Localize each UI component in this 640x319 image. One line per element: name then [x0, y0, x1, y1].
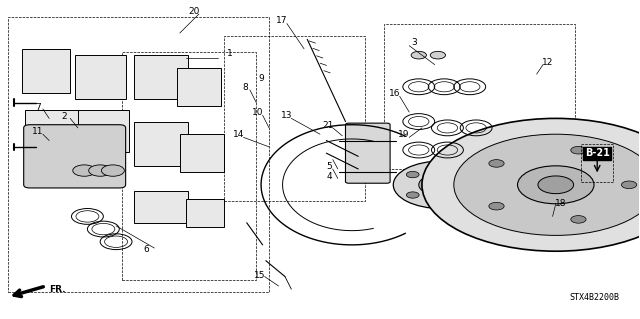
Text: B-21: B-21 — [585, 148, 610, 158]
Text: 5: 5 — [326, 162, 332, 171]
Circle shape — [489, 202, 504, 210]
Text: 15: 15 — [253, 271, 265, 280]
Bar — [384, 24, 575, 169]
Text: STX4B2200B: STX4B2200B — [570, 293, 620, 302]
Circle shape — [411, 51, 426, 59]
Text: 19: 19 — [398, 130, 410, 139]
Text: 4: 4 — [327, 172, 332, 181]
Text: 8: 8 — [243, 83, 248, 92]
Circle shape — [422, 118, 640, 251]
Circle shape — [538, 176, 573, 194]
Circle shape — [571, 146, 586, 154]
Circle shape — [419, 174, 463, 196]
Polygon shape — [180, 134, 225, 172]
Circle shape — [489, 160, 504, 167]
Text: 9: 9 — [259, 74, 264, 83]
Text: 20: 20 — [188, 7, 200, 16]
Text: 11: 11 — [32, 127, 44, 136]
FancyBboxPatch shape — [24, 125, 125, 188]
Polygon shape — [26, 110, 79, 152]
Circle shape — [89, 165, 111, 176]
Polygon shape — [134, 191, 188, 223]
Polygon shape — [134, 55, 188, 100]
Text: 18: 18 — [555, 199, 566, 208]
Text: 10: 10 — [252, 108, 264, 117]
Circle shape — [73, 165, 96, 176]
Text: 1: 1 — [227, 49, 232, 58]
Text: B-21: B-21 — [585, 148, 610, 158]
Text: 16: 16 — [389, 89, 400, 98]
Text: 3: 3 — [412, 38, 417, 47]
Text: FR.: FR. — [49, 285, 66, 294]
Circle shape — [445, 165, 458, 171]
Circle shape — [470, 182, 483, 188]
Bar — [225, 36, 365, 201]
Circle shape — [430, 51, 445, 59]
Polygon shape — [78, 110, 129, 152]
Circle shape — [394, 161, 489, 209]
Text: 6: 6 — [144, 245, 150, 254]
Text: 21: 21 — [322, 121, 333, 130]
Circle shape — [101, 165, 124, 176]
Text: 12: 12 — [543, 58, 554, 67]
Polygon shape — [186, 199, 225, 227]
Circle shape — [445, 198, 458, 204]
Circle shape — [454, 134, 640, 235]
Text: 2: 2 — [61, 112, 67, 121]
Text: 14: 14 — [233, 130, 244, 139]
Text: 13: 13 — [280, 111, 292, 120]
Text: 7: 7 — [35, 103, 40, 112]
Circle shape — [571, 216, 586, 223]
FancyBboxPatch shape — [346, 123, 390, 183]
Circle shape — [518, 166, 594, 204]
Polygon shape — [177, 68, 221, 106]
Circle shape — [621, 181, 637, 189]
Bar — [581, 144, 613, 182]
Bar — [122, 52, 256, 280]
Polygon shape — [22, 49, 70, 93]
Circle shape — [406, 192, 419, 198]
Circle shape — [406, 171, 419, 178]
Polygon shape — [134, 122, 188, 166]
Polygon shape — [75, 55, 125, 100]
Text: 17: 17 — [276, 17, 287, 26]
Bar — [8, 17, 269, 292]
